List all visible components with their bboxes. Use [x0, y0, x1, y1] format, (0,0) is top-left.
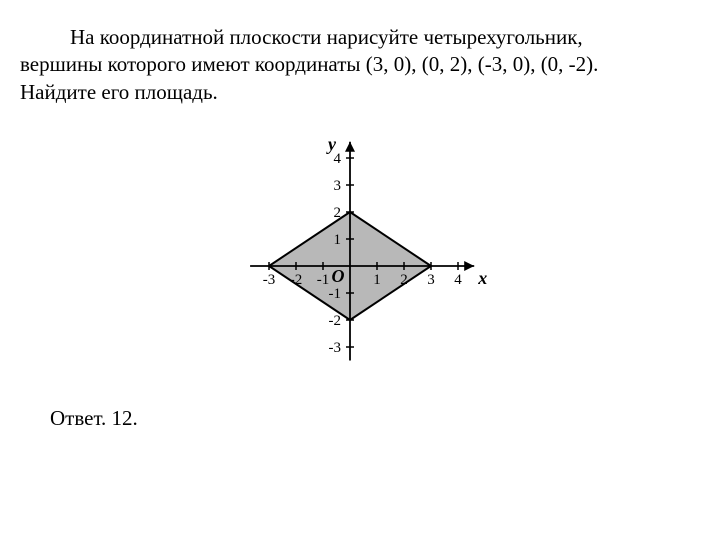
origin-label: O — [332, 266, 345, 286]
problem-line-2: вершины которого имеют координаты (3, 0)… — [20, 52, 598, 76]
answer-label: Ответ. 12. — [50, 406, 138, 430]
problem-statement: На координатной плоскости нарисуйте четы… — [20, 24, 700, 106]
x-tick-label: 2 — [400, 272, 408, 288]
y-tick-label: -3 — [329, 340, 342, 356]
y-tick-label: -2 — [329, 313, 342, 329]
problem-line-3: Найдите его площадь. — [20, 80, 218, 104]
y-tick-label: 1 — [334, 232, 342, 248]
coordinate-plane-chart: -3-2-112341234-1-2-3Oxy — [220, 126, 500, 376]
x-tick-label: 1 — [373, 272, 381, 288]
x-tick-label: -3 — [263, 272, 276, 288]
y-axis-arrow — [345, 142, 355, 152]
y-tick-label: 3 — [334, 178, 342, 194]
chart-container: -3-2-112341234-1-2-3Oxy — [20, 126, 700, 376]
x-tick-label: 3 — [427, 272, 435, 288]
answer: Ответ. 12. — [20, 406, 700, 431]
problem-line-1: На координатной плоскости нарисуйте четы… — [70, 25, 583, 49]
y-tick-label: 2 — [334, 205, 342, 221]
y-axis-label: y — [326, 134, 337, 154]
x-axis-label: x — [477, 268, 487, 288]
x-tick-label: -2 — [290, 272, 303, 288]
x-tick-label: 4 — [454, 272, 462, 288]
y-tick-label: -1 — [329, 286, 342, 302]
x-tick-label: -1 — [317, 272, 330, 288]
x-axis-arrow — [464, 261, 474, 271]
